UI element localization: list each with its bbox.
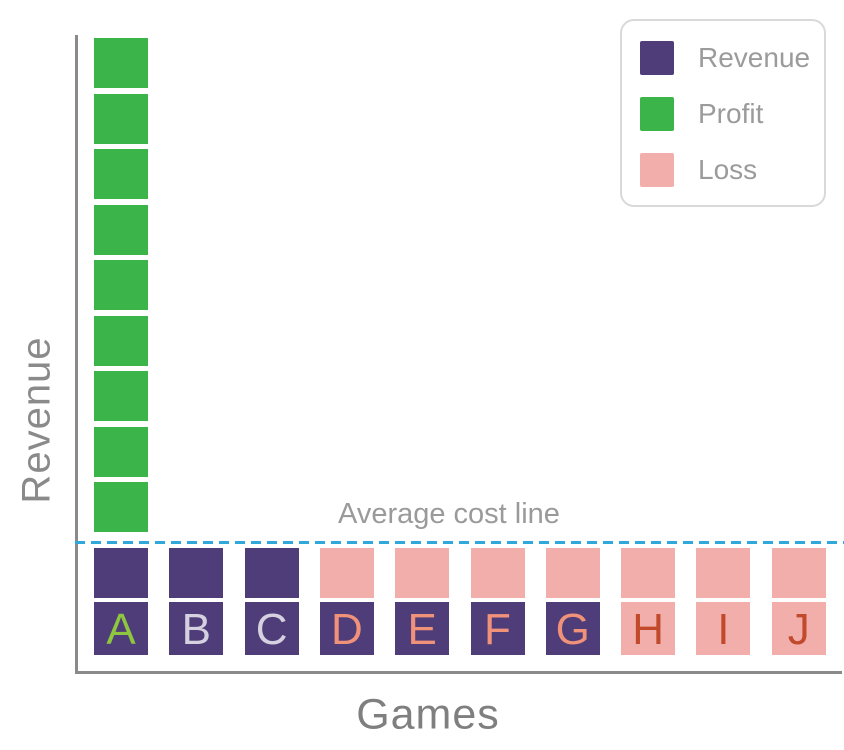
bar-e-revenue-block: E — [395, 602, 450, 655]
average-cost-line — [75, 541, 844, 544]
bar-column-e: E — [395, 0, 450, 750]
bar-letter-i: I — [717, 604, 730, 654]
bar-a-revenue-block — [94, 548, 148, 598]
bar-column-g: G — [545, 0, 600, 750]
average-cost-line-label: Average cost line — [338, 498, 560, 530]
x-axis-label: Games — [356, 690, 500, 739]
revenue-swatch-icon — [640, 41, 674, 75]
legend-item-profit: Profit — [640, 97, 824, 131]
bar-a-profit-block — [94, 93, 148, 144]
profit-swatch-icon — [640, 97, 674, 131]
legend-item-loss: Loss — [640, 153, 824, 187]
bar-c-revenue-block: C — [244, 602, 299, 655]
loss-swatch-icon — [640, 153, 674, 187]
legend-label-profit: Profit — [698, 98, 764, 129]
legend-item-revenue: Revenue — [640, 41, 824, 75]
bar-column-j: J — [771, 0, 826, 750]
legend: Revenue Profit Loss — [620, 19, 826, 207]
bar-i-loss-block: I — [696, 602, 751, 655]
bar-a-profit-block — [94, 426, 148, 477]
bar-letter-f: F — [484, 604, 511, 654]
legend-label-loss: Loss — [698, 154, 758, 185]
bar-letter-c: C — [255, 604, 288, 654]
bar-d-revenue-block: D — [319, 602, 374, 655]
bar-d-loss-block — [319, 548, 374, 598]
x-axis-line — [75, 671, 842, 674]
bar-b-revenue-block: B — [169, 602, 224, 655]
bar-a-profit-block — [94, 204, 148, 255]
bar-a-revenue-block: A — [94, 602, 148, 655]
bar-j-loss-block — [771, 548, 826, 598]
bar-i-loss-block — [696, 548, 751, 598]
bar-a-profit-block — [94, 315, 148, 366]
bar-h-loss-block — [621, 548, 676, 598]
bar-a-profit-block — [94, 38, 148, 88]
bar-letter-d: D — [331, 604, 363, 654]
bar-letter-a: A — [106, 604, 136, 654]
bar-c-revenue-block — [244, 548, 299, 598]
bar-letter-e: E — [407, 604, 437, 654]
bar-letter-h: H — [632, 604, 664, 654]
bar-column-f: F — [470, 0, 525, 750]
bar-e-loss-block — [395, 548, 450, 598]
bar-a-profit-block — [94, 482, 148, 532]
bar-g-revenue-block: G — [545, 602, 600, 655]
bar-a-profit-block — [94, 260, 148, 310]
bar-column-i: I — [696, 0, 751, 750]
bar-column-h: H — [621, 0, 676, 750]
bar-b-revenue-block — [169, 548, 224, 598]
bar-h-loss-block: H — [621, 602, 676, 655]
bar-column-d: D — [319, 0, 374, 750]
bar-letter-g: G — [555, 604, 590, 654]
bar-letter-j: J — [787, 604, 810, 654]
bar-f-revenue-block: F — [470, 602, 525, 655]
bar-a-profit-block — [94, 371, 148, 421]
bar-a-profit-block — [94, 149, 148, 199]
bar-j-loss-block: J — [771, 602, 826, 655]
bar-column-c: C — [244, 0, 299, 750]
bar-f-loss-block — [470, 548, 525, 598]
bar-column-a: A — [94, 0, 148, 750]
legend-label-revenue: Revenue — [698, 42, 811, 73]
y-axis-line — [75, 35, 78, 674]
bar-g-loss-block — [545, 548, 600, 598]
bar-letter-b: B — [181, 604, 211, 654]
bar-column-b: B — [169, 0, 224, 750]
